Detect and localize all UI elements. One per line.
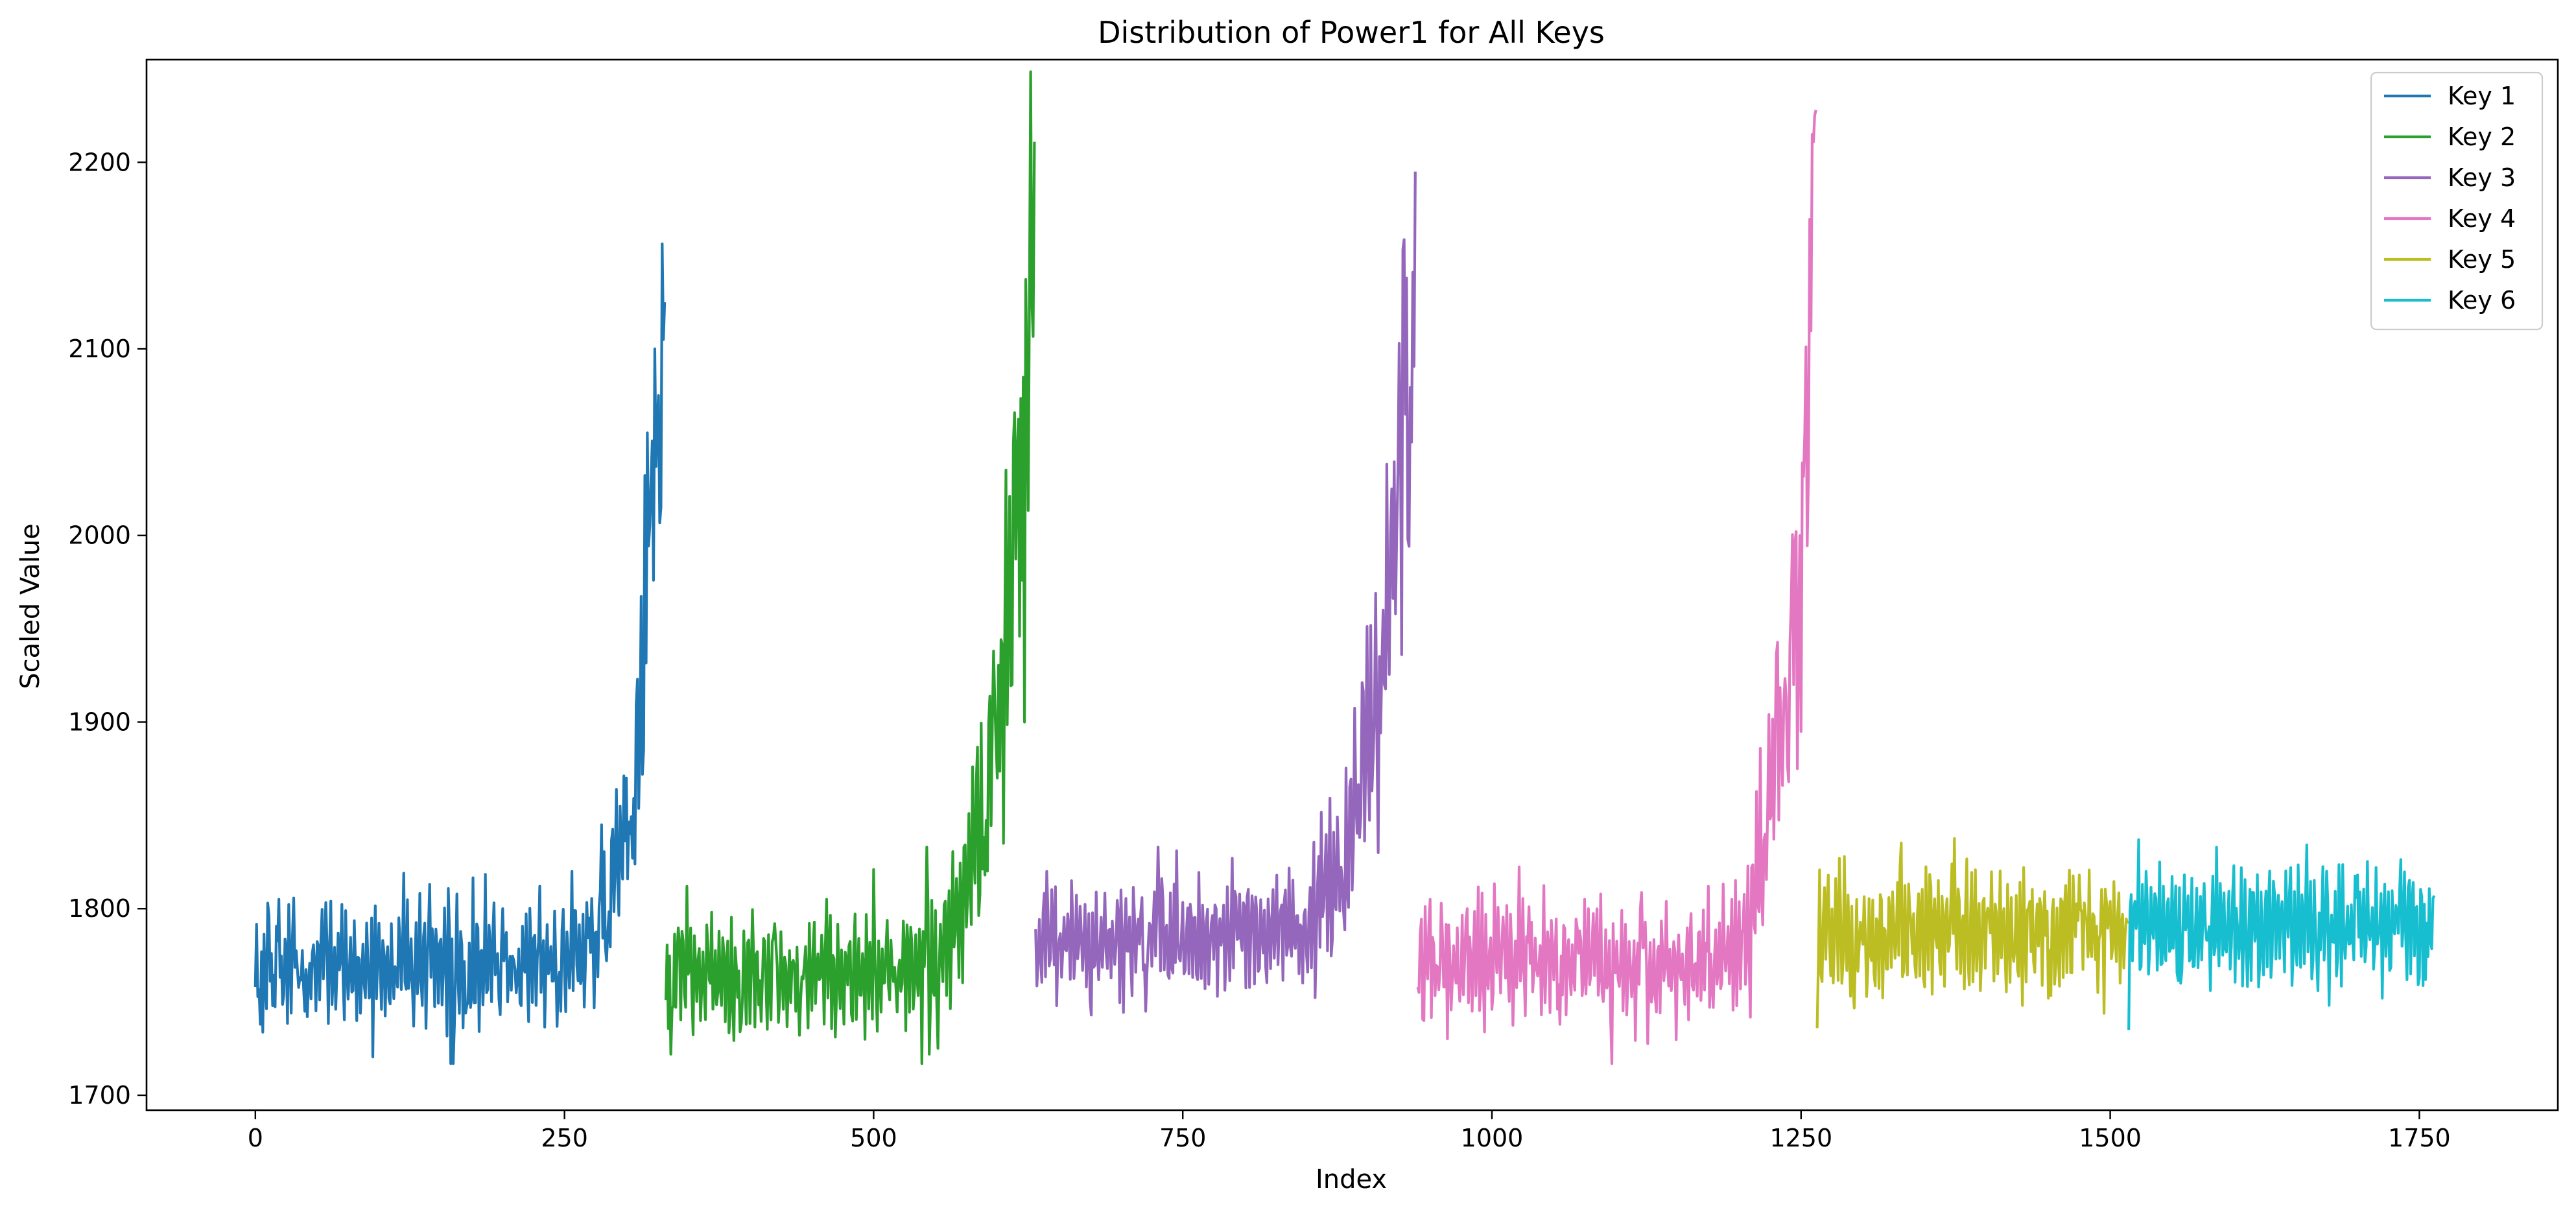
chart-title: Distribution of Power1 for All Keys [1098, 15, 1605, 50]
legend-entry-label: Key 2 [2448, 123, 2516, 151]
y-tick-label: 1900 [68, 707, 131, 736]
series-line-key-2 [664, 70, 1036, 1065]
x-tick-label: 1750 [2388, 1124, 2451, 1152]
x-tick-label: 0 [248, 1124, 263, 1152]
x-tick-label: 250 [541, 1124, 588, 1152]
x-axis-ticks: 0 250 500 750 1000 1250 1500 1750 [248, 1110, 2451, 1152]
legend: Key 1 Key 2 Key 3 Key 4 Key 5 Key 6 [2370, 71, 2544, 331]
x-tick-label: 1000 [1461, 1124, 1524, 1152]
legend-entry-label: Key 5 [2448, 245, 2516, 274]
y-tick-label: 1800 [68, 894, 131, 923]
y-tick-label: 2200 [68, 148, 131, 176]
y-tick-label: 1700 [68, 1081, 131, 1110]
series-line-key-6 [2127, 838, 2436, 1030]
series-line-key-3 [1034, 171, 1417, 1017]
legend-entry-label: Key 3 [2448, 163, 2516, 192]
x-tick-label: 1250 [1769, 1124, 1832, 1152]
x-tick-label: 500 [850, 1124, 897, 1152]
x-tick-label: 750 [1159, 1124, 1207, 1152]
series-line-key-4 [1416, 110, 1817, 1065]
y-axis-label: Scaled Value [16, 523, 45, 689]
y-axis-ticks: 1700 1800 1900 2000 2100 2200 [68, 148, 147, 1110]
x-axis-label: Index [1316, 1165, 1387, 1194]
series-line-key-1 [254, 243, 667, 1065]
series-line-key-5 [1815, 837, 2129, 1028]
series-layer [254, 70, 2436, 1065]
x-tick-label: 1500 [2079, 1124, 2142, 1152]
legend-entry-label: Key 6 [2448, 286, 2516, 315]
y-tick-label: 2100 [68, 335, 131, 363]
legend-entry-label: Key 4 [2448, 204, 2516, 233]
plot-frame [145, 58, 2559, 1111]
legend-entry-label: Key 1 [2448, 82, 2516, 110]
y-tick-label: 2000 [68, 521, 131, 550]
